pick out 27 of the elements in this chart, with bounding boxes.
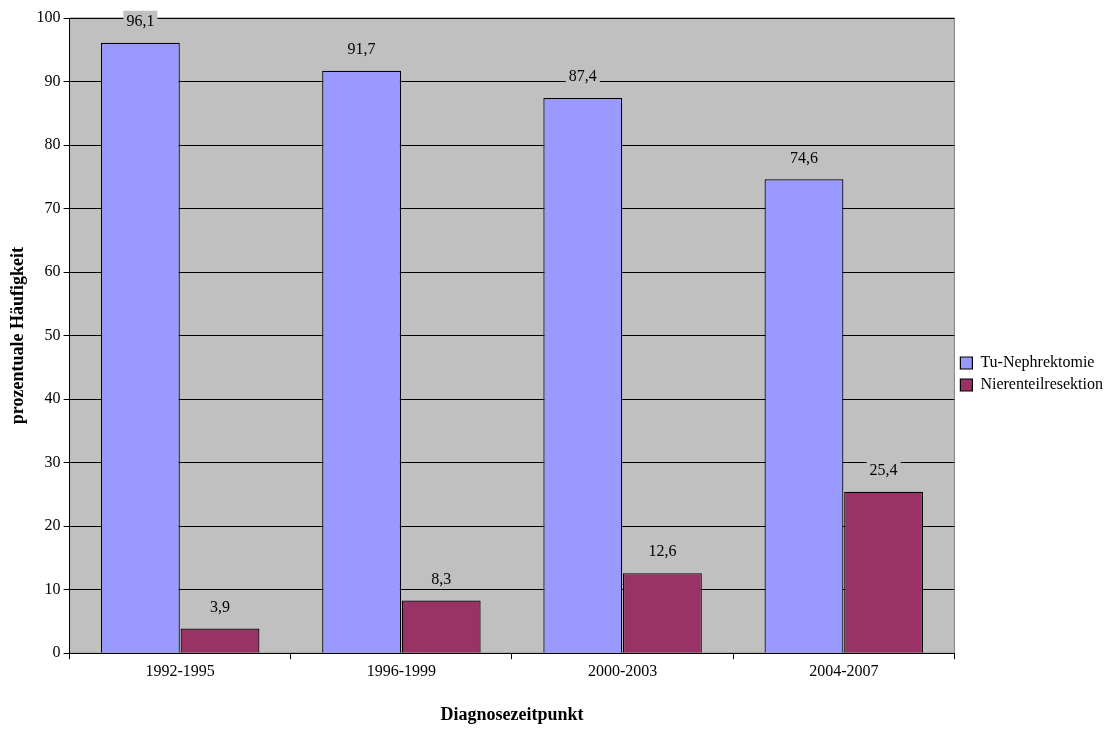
data-label: 25,4 [869, 461, 898, 479]
data-label: 8,3 [431, 569, 452, 587]
legend-label: Nierenteilresektion [980, 375, 1104, 393]
y-axis-title: prozentuale Häufigkeit [7, 247, 28, 425]
data-label: 91,7 [347, 39, 376, 57]
data-label: 96,1 [126, 11, 155, 29]
y-tick-label: 0 [52, 643, 61, 661]
y-tick-label: 80 [44, 135, 61, 153]
x-tick-label: 2004-2007 [809, 662, 879, 679]
x-tick-label: 1996-1999 [366, 662, 437, 679]
x-tick-label: 1992-1995 [145, 662, 215, 679]
y-tick-label: 90 [44, 71, 61, 89]
x-tick-label: 2000-2003 [587, 662, 658, 679]
y-tick-label: 60 [44, 262, 61, 280]
y-tick-label: 30 [44, 452, 61, 470]
data-label: 12,6 [648, 542, 677, 560]
y-tick-label: 70 [44, 198, 61, 216]
data-label: 3,9 [210, 597, 231, 615]
y-tick-label: 10 [44, 579, 61, 597]
y-tick-label: 40 [44, 389, 61, 407]
legend-label: Tu-Nephrektomie [980, 353, 1095, 372]
y-tick-label: 20 [44, 516, 61, 534]
data-label: 87,4 [568, 67, 597, 85]
x-axis-title: Diagnosezeitpunkt [440, 703, 584, 724]
data-label: 74,6 [789, 148, 818, 166]
y-tick-label: 50 [44, 325, 61, 343]
y-tick-label: 100 [36, 8, 61, 26]
